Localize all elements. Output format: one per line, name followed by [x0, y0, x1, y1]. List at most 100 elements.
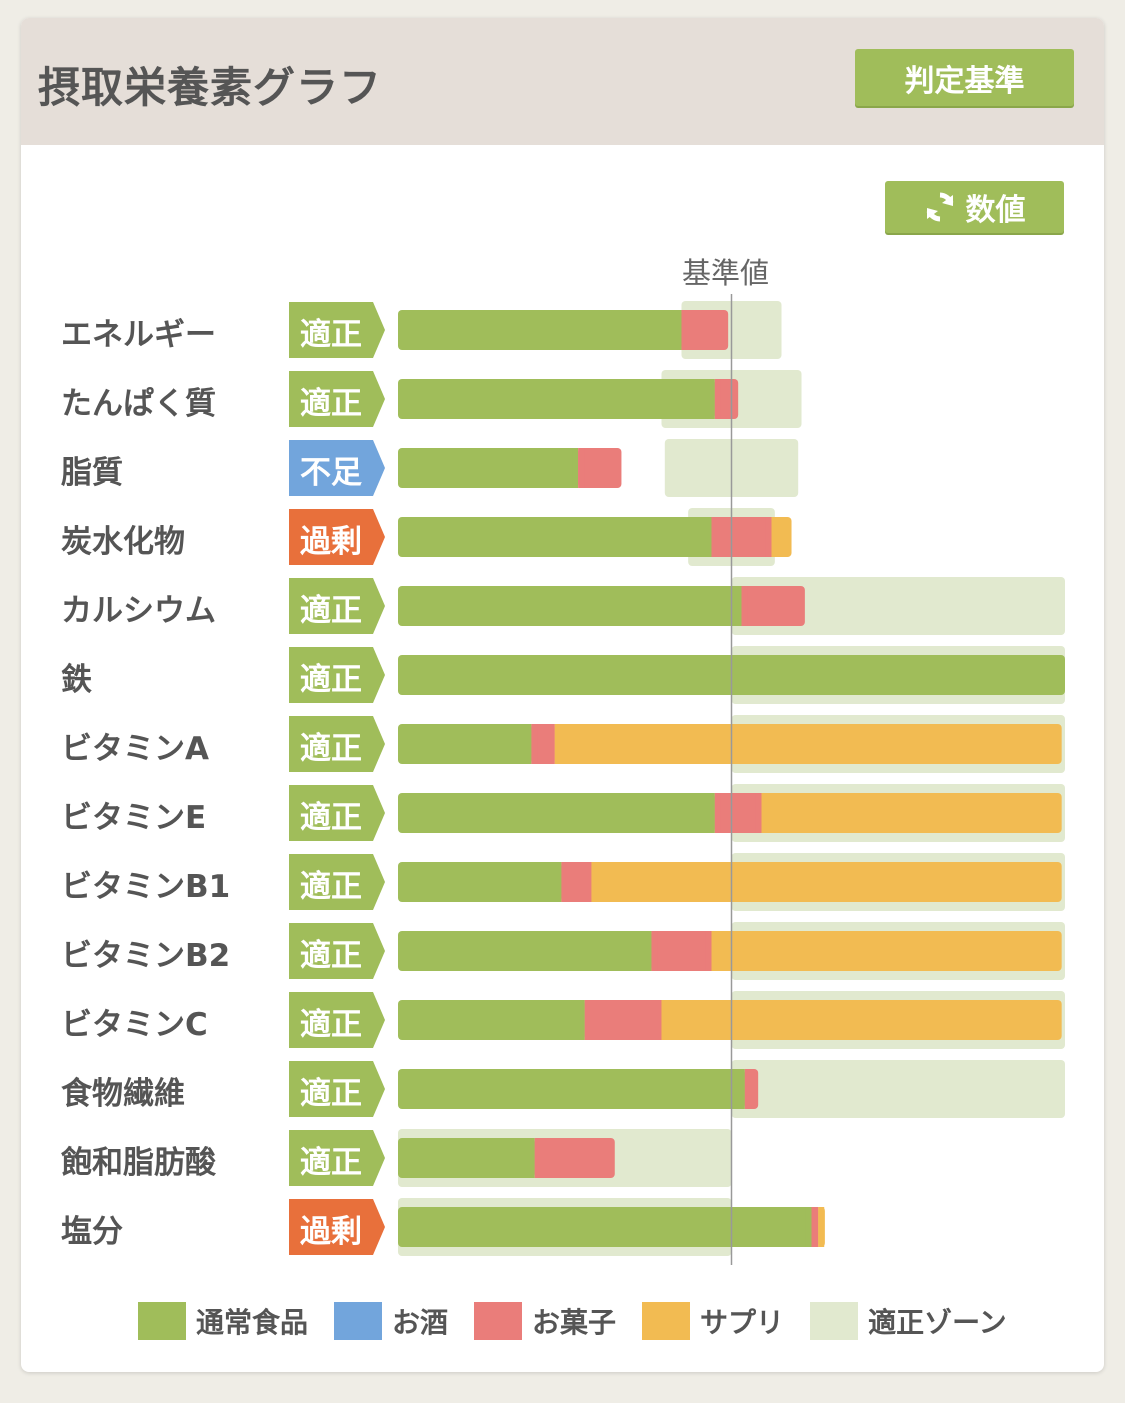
bar-segment-joint	[555, 862, 562, 902]
bar-segment-joint	[528, 1138, 535, 1178]
nutrient-label: 食物繊維	[61, 1076, 185, 1112]
bar-segment-joint	[531, 724, 538, 764]
bar-segment-normal	[398, 379, 715, 419]
bar-segment-normal	[398, 310, 682, 350]
legend-item-proper-zone: 適正ゾーン	[810, 1301, 1007, 1341]
status-badge	[289, 1061, 385, 1117]
bar-segment-normal	[398, 931, 652, 971]
bar-segment-normal	[398, 793, 715, 833]
bar-segment-joint	[735, 586, 742, 626]
bar-segment-joint	[771, 517, 778, 557]
bar-segment-snacks	[651, 931, 712, 971]
legend-label: 適正ゾーン	[868, 1306, 1007, 1339]
legend-item-normal-food: 通常食品	[138, 1301, 308, 1341]
refresh-icon	[926, 192, 953, 222]
status-badge-label: 適正	[300, 317, 362, 353]
values-button-label: 数値	[965, 193, 1026, 228]
bar-segment-snacks	[741, 586, 805, 626]
bar-segment-joint	[708, 379, 715, 419]
bar-segment-joint	[812, 1207, 819, 1247]
status-badge-label: 過剰	[300, 524, 362, 560]
bar-segment-normal	[398, 862, 562, 902]
bar-segment-normal	[398, 1138, 535, 1178]
values-toggle-button[interactable]: 数値	[885, 181, 1064, 233]
bar-segment-joint	[651, 931, 658, 971]
bar-segment-joint	[675, 310, 682, 350]
status-badge	[289, 854, 385, 910]
bar-segment-joint	[744, 1069, 751, 1109]
status-badge	[289, 1130, 385, 1186]
legend-label: サプリ	[700, 1306, 785, 1339]
status-badge-label: 適正	[300, 800, 362, 836]
bar-segment-normal	[398, 724, 532, 764]
legend-label: 通常食品	[196, 1306, 309, 1339]
status-badge	[289, 371, 385, 427]
bar-segment-joint	[561, 862, 568, 902]
nutrient-label: 塩分	[61, 1214, 123, 1250]
bar-segment-joint	[548, 724, 555, 764]
legend-swatch	[474, 1302, 523, 1340]
status-badge	[289, 923, 385, 979]
bar-segment-joint	[708, 793, 715, 833]
bar-segment-normal	[398, 1207, 812, 1247]
legend-swatch	[810, 1302, 859, 1340]
nutrient-label: 炭水化物	[61, 524, 185, 560]
status-badge-label: 適正	[300, 593, 362, 629]
nutrient-label: 鉄	[61, 662, 92, 698]
nutrient-label: ビタミンB1	[61, 869, 231, 905]
bar-segment-supplement	[554, 724, 1062, 764]
bar-segment-joint	[711, 931, 718, 971]
status-badge-label: 適正	[300, 1076, 362, 1112]
status-badge-label: 過剰	[300, 1214, 362, 1250]
bar-segment-snacks	[584, 1000, 662, 1040]
bar-segment-joint	[584, 1000, 591, 1040]
bar-segment-supplement	[711, 931, 1062, 971]
bar-segment-normal	[398, 1000, 585, 1040]
nutrient-label: 脂質	[61, 455, 123, 491]
bar-segment-joint	[578, 448, 585, 488]
legend-swatch	[642, 1302, 691, 1340]
bar-segment-joint	[705, 931, 712, 971]
bar-segment-snacks	[534, 1138, 615, 1178]
proper-zone	[731, 1060, 1065, 1118]
legend-swatch	[334, 1302, 383, 1340]
status-badge-label: 適正	[300, 662, 362, 698]
status-badge	[289, 440, 385, 496]
bar-segment-joint	[534, 1138, 541, 1178]
nutrient-label: ビタミンC	[61, 1007, 208, 1043]
reference-label: 基準値	[682, 256, 770, 290]
status-badge-label: 適正	[300, 1145, 362, 1181]
nutrient-label: エネルギー	[61, 317, 216, 353]
bar-segment-supplement	[761, 793, 1062, 833]
bar-segment-supplement	[661, 1000, 1062, 1040]
bar-segment-joint	[681, 310, 688, 350]
nutrient-label: ビタミンE	[61, 800, 207, 836]
bar-segment-joint	[741, 586, 748, 626]
bar-segment-joint	[738, 1069, 745, 1109]
nutrient-label: 飽和脂肪酸	[61, 1145, 216, 1181]
page-title: 摂取栄養素グラフ	[38, 63, 383, 112]
bar-segment-snacks	[714, 793, 762, 833]
bar-segment-snacks	[578, 448, 622, 488]
bar-segment-joint	[765, 517, 772, 557]
criteria-button[interactable]: 判定基準	[855, 49, 1074, 106]
bar-segment-joint	[655, 1000, 662, 1040]
legend-swatch	[138, 1302, 186, 1340]
bar-segment-normal	[398, 517, 712, 557]
card-header: 摂取栄養素グラフ 判定基準	[21, 18, 1104, 145]
legend-item-snacks: お菓子	[474, 1301, 616, 1341]
bar-segment-joint	[711, 517, 718, 557]
status-badge	[289, 1199, 385, 1255]
bar-segment-supplement	[591, 862, 1062, 902]
bar-segment-joint	[714, 793, 721, 833]
nutrient-label: ビタミンA	[61, 731, 209, 767]
status-badge-label: 不足	[300, 455, 362, 491]
nutrient-label: たんぱく質	[61, 386, 216, 422]
status-badge	[289, 509, 385, 565]
status-badge-label: 適正	[300, 1007, 362, 1043]
bar-segment-joint	[761, 793, 768, 833]
status-badge	[289, 647, 385, 703]
bar-segment-joint	[818, 1207, 825, 1247]
bar-segment-joint	[585, 862, 592, 902]
